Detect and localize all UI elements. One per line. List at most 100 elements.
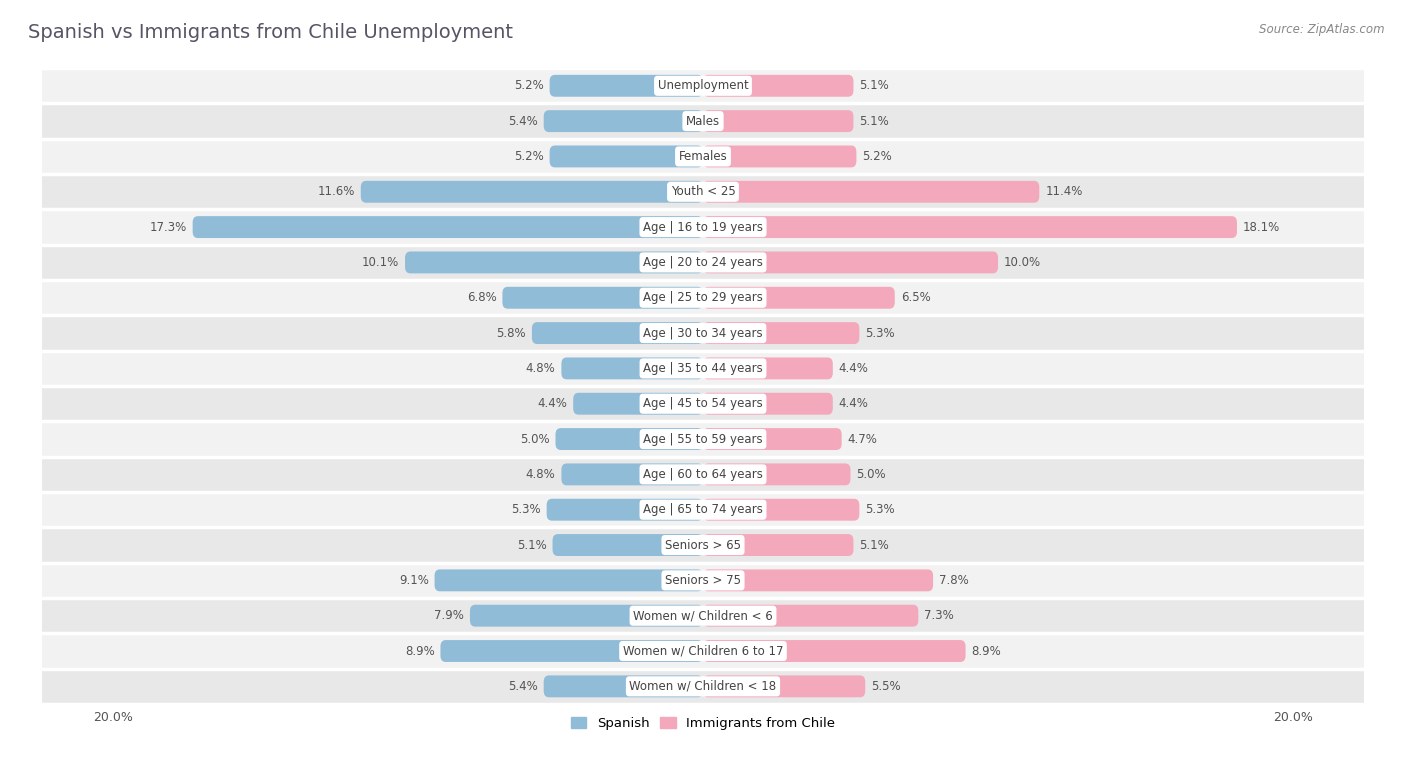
Text: 7.8%: 7.8% [939,574,969,587]
Text: 7.9%: 7.9% [434,609,464,622]
FancyBboxPatch shape [703,75,853,97]
Text: 18.1%: 18.1% [1243,220,1279,234]
Text: 4.8%: 4.8% [526,362,555,375]
Bar [42,634,1364,668]
Text: 5.1%: 5.1% [517,538,547,552]
FancyBboxPatch shape [703,534,853,556]
Bar [42,104,1364,139]
FancyBboxPatch shape [703,640,966,662]
Text: 11.6%: 11.6% [318,185,354,198]
Bar [42,598,1364,634]
FancyBboxPatch shape [574,393,703,415]
Text: 7.3%: 7.3% [924,609,955,622]
Bar [42,280,1364,316]
Text: 5.2%: 5.2% [862,150,891,163]
FancyBboxPatch shape [703,463,851,485]
Legend: Spanish, Immigrants from Chile: Spanish, Immigrants from Chile [565,712,841,736]
Bar [42,139,1364,174]
Text: 6.5%: 6.5% [901,291,931,304]
FancyBboxPatch shape [703,251,998,273]
Text: Age | 65 to 74 years: Age | 65 to 74 years [643,503,763,516]
Text: 5.0%: 5.0% [856,468,886,481]
FancyBboxPatch shape [703,217,1237,238]
Text: Age | 60 to 64 years: Age | 60 to 64 years [643,468,763,481]
Text: 6.8%: 6.8% [467,291,496,304]
FancyBboxPatch shape [703,675,865,697]
Bar [42,562,1364,598]
FancyBboxPatch shape [434,569,703,591]
Text: Youth < 25: Youth < 25 [671,185,735,198]
FancyBboxPatch shape [555,428,703,450]
Bar [42,456,1364,492]
FancyBboxPatch shape [561,357,703,379]
FancyBboxPatch shape [703,569,934,591]
Text: Age | 20 to 24 years: Age | 20 to 24 years [643,256,763,269]
Text: 5.2%: 5.2% [515,150,544,163]
FancyBboxPatch shape [703,499,859,521]
Bar [42,422,1364,456]
Bar [42,174,1364,210]
Bar [42,68,1364,104]
Text: Age | 25 to 29 years: Age | 25 to 29 years [643,291,763,304]
FancyBboxPatch shape [544,111,703,132]
Text: 5.1%: 5.1% [859,538,889,552]
Bar [42,350,1364,386]
Text: 17.3%: 17.3% [149,220,187,234]
Text: Spanish vs Immigrants from Chile Unemployment: Spanish vs Immigrants from Chile Unemplo… [28,23,513,42]
Bar [42,386,1364,422]
FancyBboxPatch shape [703,287,894,309]
Bar [42,492,1364,528]
Text: Age | 55 to 59 years: Age | 55 to 59 years [643,432,763,446]
Text: 10.1%: 10.1% [361,256,399,269]
Text: 5.3%: 5.3% [512,503,541,516]
Text: Age | 16 to 19 years: Age | 16 to 19 years [643,220,763,234]
FancyBboxPatch shape [703,393,832,415]
FancyBboxPatch shape [405,251,703,273]
Text: 4.4%: 4.4% [537,397,567,410]
Text: Age | 45 to 54 years: Age | 45 to 54 years [643,397,763,410]
Text: Unemployment: Unemployment [658,79,748,92]
Text: 4.7%: 4.7% [848,432,877,446]
FancyBboxPatch shape [703,111,853,132]
Bar [42,668,1364,704]
FancyBboxPatch shape [703,322,859,344]
Text: 4.8%: 4.8% [526,468,555,481]
FancyBboxPatch shape [544,675,703,697]
FancyBboxPatch shape [550,75,703,97]
Text: 5.4%: 5.4% [508,114,537,128]
Bar [42,210,1364,245]
Text: 5.1%: 5.1% [859,79,889,92]
FancyBboxPatch shape [502,287,703,309]
FancyBboxPatch shape [547,499,703,521]
FancyBboxPatch shape [531,322,703,344]
Text: 4.4%: 4.4% [839,362,869,375]
Text: 5.5%: 5.5% [872,680,901,693]
FancyBboxPatch shape [361,181,703,203]
Bar [42,316,1364,350]
Text: 5.8%: 5.8% [496,326,526,340]
FancyBboxPatch shape [703,357,832,379]
Text: Source: ZipAtlas.com: Source: ZipAtlas.com [1260,23,1385,36]
Text: Women w/ Children < 18: Women w/ Children < 18 [630,680,776,693]
FancyBboxPatch shape [440,640,703,662]
Text: 9.1%: 9.1% [399,574,429,587]
Text: Age | 35 to 44 years: Age | 35 to 44 years [643,362,763,375]
Bar [42,245,1364,280]
Text: Males: Males [686,114,720,128]
Text: 4.4%: 4.4% [839,397,869,410]
Text: 5.4%: 5.4% [508,680,537,693]
FancyBboxPatch shape [550,145,703,167]
Text: 5.3%: 5.3% [865,326,894,340]
FancyBboxPatch shape [553,534,703,556]
FancyBboxPatch shape [703,428,842,450]
Text: Women w/ Children < 6: Women w/ Children < 6 [633,609,773,622]
Text: Females: Females [679,150,727,163]
Text: 11.4%: 11.4% [1045,185,1083,198]
Text: 8.9%: 8.9% [972,644,1001,658]
FancyBboxPatch shape [703,605,918,627]
Text: Seniors > 75: Seniors > 75 [665,574,741,587]
Bar [42,528,1364,562]
Text: 5.1%: 5.1% [859,114,889,128]
FancyBboxPatch shape [561,463,703,485]
Text: 5.3%: 5.3% [865,503,894,516]
